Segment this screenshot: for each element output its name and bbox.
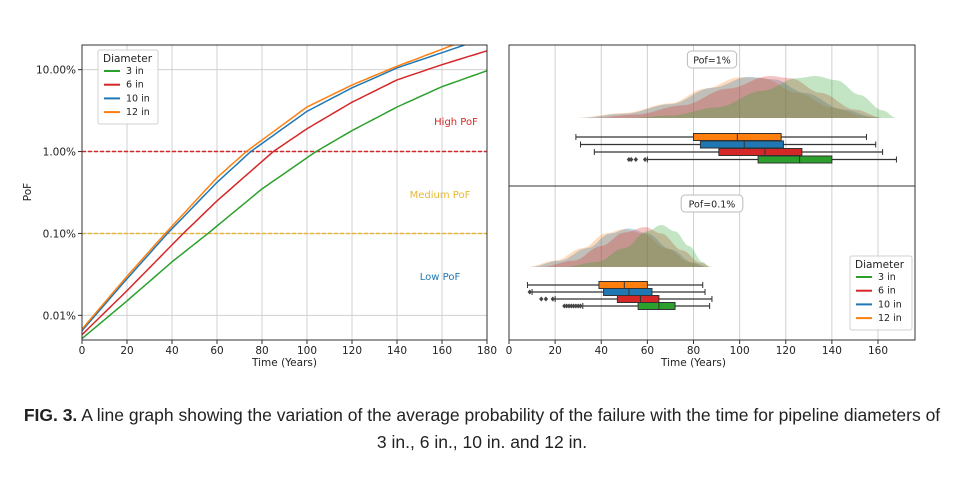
x-tick-label: 80: [255, 345, 268, 357]
x-tick-label: 100: [730, 345, 750, 357]
outlier: [562, 303, 567, 309]
outlier: [564, 303, 569, 309]
panel-pof-0-1pct: Pof=0.1%: [526, 194, 744, 310]
density-10in: [578, 76, 883, 118]
outlier: [539, 296, 544, 302]
series-line-10in: [82, 45, 465, 332]
series-line-3in: [82, 69, 487, 340]
x-tick-label: 120: [776, 345, 796, 357]
legend-entry: 6 in: [878, 286, 896, 297]
density-12in: [575, 77, 878, 118]
x-tick-label: 60: [210, 345, 223, 357]
caption-label: FIG. 3.: [23, 405, 78, 425]
box-10in: [603, 288, 653, 296]
zone-annotation: Low PoF: [420, 272, 461, 283]
outlier: [578, 303, 583, 309]
legend-frame: [97, 49, 159, 125]
legend-entry: 12 in: [878, 313, 902, 324]
legend-entry: 6 in: [126, 80, 144, 91]
x-tick-label: 140: [387, 345, 407, 357]
legend-entry: 12 in: [126, 107, 150, 118]
density-3in: [564, 225, 710, 267]
legend-title: Diameter: [103, 53, 153, 65]
legend-entry: 3 in: [126, 66, 144, 77]
legend-frame: [849, 255, 913, 331]
density-6in: [592, 76, 883, 118]
series-line-12in: [82, 45, 454, 330]
box-6in: [718, 148, 803, 156]
outlier: [575, 303, 581, 309]
outlier: [571, 303, 576, 309]
y-tick-label: 10.00%: [36, 65, 76, 77]
x-tick-label: 0: [79, 345, 86, 357]
box-6in: [616, 295, 660, 303]
left-plot-frame: [81, 44, 488, 341]
box-3in: [757, 155, 833, 164]
x-tick-label: 180: [477, 345, 497, 357]
caption-text: A line graph showing the variation of th…: [77, 405, 941, 452]
x-tick-label: 40: [595, 345, 608, 357]
x-tick-label: 100: [297, 345, 317, 357]
x-tick-label: 20: [120, 345, 133, 357]
right-plot-frame: [508, 44, 916, 341]
x-axis-label: Time (Years): [251, 357, 317, 369]
panel-pof-1pct: Pof=1%: [575, 50, 897, 164]
outlier: [550, 296, 556, 302]
y-axis-label: PoF: [22, 183, 34, 201]
x-axis-label: Time (Years): [660, 357, 726, 369]
outlier: [642, 157, 648, 162]
outlier: [569, 303, 574, 309]
x-tick-label: 160: [868, 345, 888, 357]
density-12in: [527, 229, 705, 267]
outlier: [566, 303, 572, 309]
outlier: [543, 296, 549, 302]
legend-entry: 10 in: [878, 299, 902, 310]
y-tick-label: 0.10%: [43, 228, 76, 240]
outlier: [573, 303, 579, 309]
y-tick-label: 0.01%: [43, 310, 76, 322]
x-tick-label: 20: [548, 345, 561, 357]
x-tick-label: 0: [506, 345, 513, 357]
zone-annotation: High PoF: [434, 117, 478, 128]
density-10in: [529, 228, 708, 267]
panel-label-box: [680, 194, 744, 213]
density-3in: [628, 76, 897, 118]
outlier: [633, 157, 639, 162]
box-12in: [598, 281, 648, 289]
x-tick-label: 40: [165, 345, 178, 357]
box-3in: [637, 302, 676, 310]
figure-caption: FIG. 3. A line graph showing the variati…: [20, 402, 944, 456]
outlier: [527, 289, 532, 295]
legend-entry: 10 in: [126, 93, 150, 104]
legend-title: Diameter: [855, 259, 905, 271]
x-tick-label: 80: [687, 345, 700, 357]
legend-entry: 3 in: [878, 272, 896, 283]
x-tick-label: 140: [822, 345, 842, 357]
zone-annotation: Medium PoF: [410, 190, 471, 201]
series-line-6in: [82, 50, 487, 336]
outlier: [626, 157, 632, 162]
y-tick-label: 1.00%: [43, 147, 76, 159]
panel-label-box: [686, 50, 738, 69]
x-tick-label: 60: [641, 345, 654, 357]
panel-label: Pof=0.1%: [689, 200, 736, 211]
x-tick-label: 120: [342, 345, 362, 357]
density-6in: [541, 227, 712, 267]
box-10in: [699, 140, 784, 149]
x-tick-label: 160: [432, 345, 452, 357]
panel-label: Pof=1%: [693, 56, 731, 67]
outlier: [629, 157, 634, 162]
